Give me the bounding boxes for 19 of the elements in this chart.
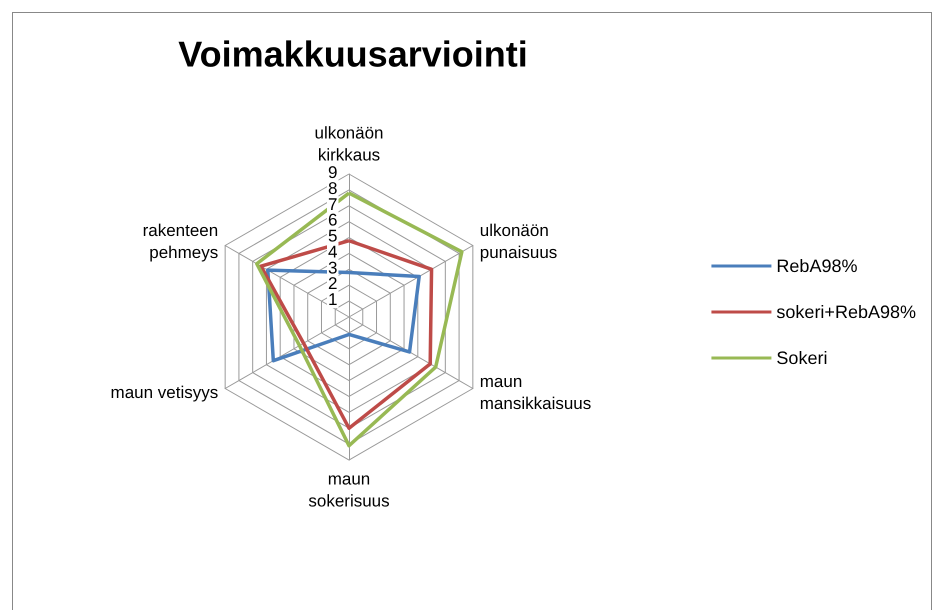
legend-label: RebA98% bbox=[776, 256, 858, 276]
legend-label: sokeri+RebA98% bbox=[776, 302, 916, 322]
y-tick-label: 5 bbox=[328, 226, 338, 246]
spoke-label: rakenteen pehmeys bbox=[142, 221, 218, 262]
y-tick-label: 4 bbox=[328, 242, 338, 262]
chart-title: Voimakkuusarviointi bbox=[178, 34, 528, 74]
spoke-label: maun sokerisuus bbox=[308, 470, 390, 510]
spoke-label: maun mansikkaisuus bbox=[480, 372, 592, 413]
legend-label: Sokeri bbox=[776, 348, 828, 368]
y-tick-label: 8 bbox=[328, 178, 338, 198]
y-tick-label: 7 bbox=[328, 194, 338, 214]
spoke-label: maun vetisyys bbox=[110, 383, 218, 402]
y-tick-label: 9 bbox=[328, 163, 338, 182]
spoke-label: ulkonäön punaisuus bbox=[480, 221, 558, 262]
y-tick-label: 1 bbox=[328, 290, 338, 310]
y-tick-label: 3 bbox=[328, 258, 338, 278]
spoke-label: ulkonäön kirkkaus bbox=[314, 124, 384, 164]
y-tick-label: 6 bbox=[328, 210, 338, 230]
y-tick-label: 2 bbox=[328, 274, 338, 294]
